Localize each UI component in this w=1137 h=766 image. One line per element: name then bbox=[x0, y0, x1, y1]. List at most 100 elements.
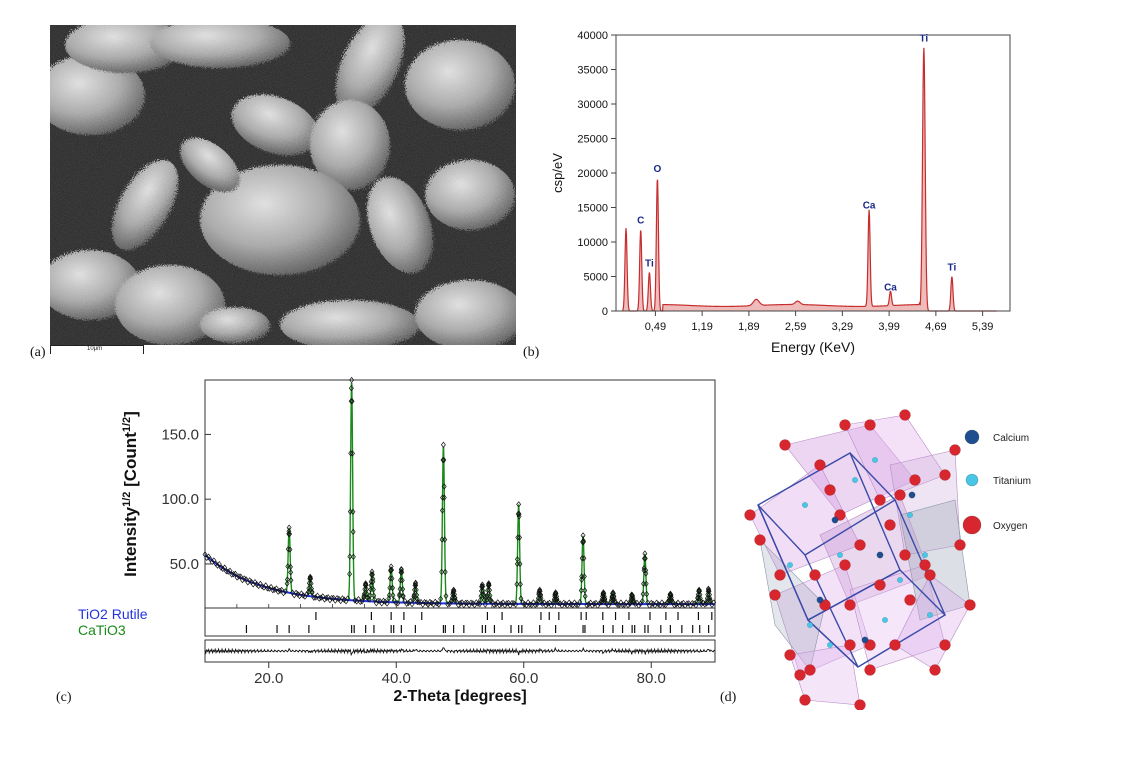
xrd-observed-point bbox=[368, 578, 374, 585]
oxygen-atom bbox=[814, 459, 826, 471]
edx-peak-label: Ca bbox=[863, 200, 876, 211]
xrd-observed-point bbox=[287, 530, 293, 538]
edx-x-tick-label: 2,59 bbox=[785, 321, 806, 333]
oxygen-atom bbox=[839, 419, 851, 431]
xrd-observed-point bbox=[707, 591, 712, 598]
calcium-atom bbox=[876, 551, 884, 559]
xrd-y-tick-label: 50.0 bbox=[170, 556, 199, 573]
xrd-observed-point bbox=[578, 587, 584, 594]
edx-peak-label: Ti bbox=[645, 258, 654, 269]
xrd-observed-point bbox=[452, 594, 458, 602]
calcium-atom bbox=[831, 516, 839, 524]
xrd-observed-point bbox=[532, 601, 538, 608]
oxygen-atom bbox=[844, 639, 856, 651]
oxygen-atom bbox=[904, 594, 916, 606]
xrd-observed-point bbox=[509, 599, 515, 607]
xrd-observed-point bbox=[400, 585, 406, 593]
xrd-observed-point bbox=[350, 553, 356, 560]
xrd-observed-point bbox=[306, 580, 312, 587]
xrd-observed-point bbox=[631, 599, 637, 606]
xrd-observed-point bbox=[537, 586, 543, 594]
xrd-observed-point bbox=[347, 553, 353, 560]
xrd-observed-point bbox=[440, 456, 446, 464]
xrd-observed-point bbox=[498, 600, 504, 607]
titanium-atom bbox=[826, 641, 834, 649]
xrd-observed-point bbox=[412, 580, 418, 587]
oxygen-atom bbox=[924, 569, 936, 581]
xrd-observed-point bbox=[707, 598, 713, 605]
xrd-observed-point bbox=[478, 587, 484, 595]
xrd-observed-point bbox=[349, 398, 355, 405]
xrd-observed-point bbox=[287, 546, 293, 553]
edx-peak-label: C bbox=[637, 216, 644, 227]
xrd-observed-point bbox=[669, 596, 675, 604]
xrd-observed-point bbox=[643, 567, 649, 574]
calcium-atom bbox=[908, 491, 916, 499]
xrd-observed-point bbox=[582, 587, 588, 594]
edx-spectrum-line bbox=[622, 47, 997, 312]
xrd-observed-point bbox=[538, 595, 544, 602]
xrd-observed-point bbox=[581, 573, 587, 580]
xrd-observed-point bbox=[705, 585, 711, 592]
xrd-observed-point bbox=[442, 568, 448, 576]
xrd-observed-point bbox=[707, 595, 713, 602]
oxygen-atom bbox=[894, 489, 906, 501]
xrd-observed-point bbox=[661, 601, 667, 608]
xrd-observed-point bbox=[697, 591, 703, 598]
xrd-observed-point bbox=[368, 582, 374, 589]
xrd-legend-rutile: TiO2 Rutile bbox=[78, 606, 148, 622]
xrd-observed-point bbox=[527, 601, 533, 608]
xrd-observed-point bbox=[318, 594, 324, 601]
xrd-observed-point bbox=[517, 560, 523, 568]
titanium-atom bbox=[906, 511, 914, 519]
titanium-atom bbox=[801, 501, 809, 509]
xrd-observed-point bbox=[485, 586, 491, 594]
oxygen-atom bbox=[824, 484, 836, 496]
xrd-observed-point bbox=[390, 584, 395, 592]
edx-x-tick-label: 1,89 bbox=[738, 321, 759, 333]
xrd-observed-point bbox=[400, 592, 406, 600]
xrd-difference-line bbox=[204, 646, 716, 657]
xrd-observed-point bbox=[313, 594, 319, 601]
xrd-observed-point bbox=[706, 586, 712, 594]
xrd-y-axis-main: Intensity bbox=[121, 506, 140, 576]
xrd-observed-point bbox=[673, 601, 679, 608]
edx-peak-label: Ca bbox=[884, 283, 897, 294]
xrd-observed-point bbox=[591, 600, 597, 607]
xrd-observed-point bbox=[227, 567, 233, 574]
edx-peak-label: Ti bbox=[919, 33, 928, 44]
xrd-observed-point bbox=[439, 507, 445, 514]
xrd-observed-point bbox=[399, 569, 405, 576]
xrd-observed-point bbox=[440, 441, 446, 448]
xrd-observed-point bbox=[222, 564, 228, 571]
xrd-observed-point bbox=[438, 595, 444, 603]
xrd-observed-point bbox=[545, 600, 551, 607]
edx-y-tick-label: 20000 bbox=[577, 168, 608, 180]
xrd-observed-point bbox=[309, 589, 315, 596]
oxygen-atom bbox=[939, 469, 951, 481]
xrd-observed-point bbox=[232, 570, 238, 578]
oxygen-atom bbox=[784, 649, 796, 661]
xrd-x-axis-title: 2-Theta [degrees] bbox=[393, 688, 526, 705]
xrd-observed-point bbox=[256, 582, 261, 590]
legend-calcium-marker bbox=[964, 429, 980, 445]
xrd-observed-point bbox=[611, 593, 617, 600]
legend-titanium-marker bbox=[965, 473, 979, 487]
xrd-observed-point bbox=[698, 598, 704, 605]
xrd-observed-point bbox=[436, 601, 442, 608]
xrd-observed-point bbox=[366, 596, 372, 603]
xrd-observed-point bbox=[245, 579, 251, 586]
xrd-observed-point bbox=[451, 588, 457, 595]
oxygen-atom bbox=[909, 474, 921, 486]
xrd-observed-point bbox=[225, 568, 231, 575]
xrd-x-tick-label: 80.0 bbox=[637, 670, 666, 687]
oxygen-atom bbox=[949, 444, 961, 456]
xrd-legend-catio3: CaTiO3 bbox=[78, 622, 126, 638]
xrd-observed-point bbox=[697, 588, 702, 595]
xrd-observed-point bbox=[348, 450, 354, 457]
xrd-observed-point bbox=[597, 600, 602, 607]
xrd-observed-point bbox=[370, 586, 376, 593]
oxygen-atom bbox=[864, 419, 876, 431]
xrd-observed-point bbox=[641, 555, 647, 562]
xrd-observed-point bbox=[285, 545, 291, 553]
